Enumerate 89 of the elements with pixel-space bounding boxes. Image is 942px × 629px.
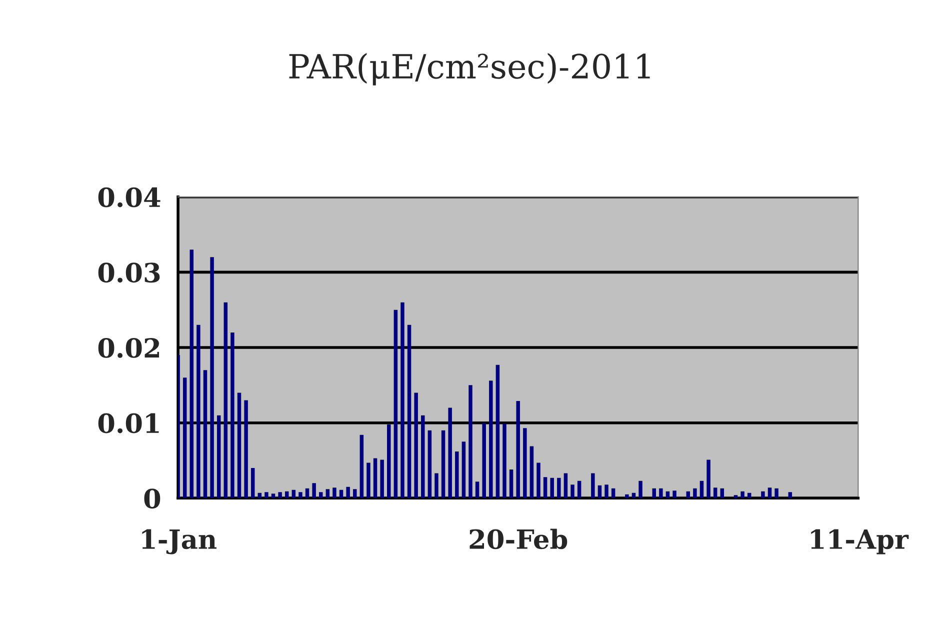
bar [387, 424, 391, 498]
bar [237, 392, 242, 498]
bar [203, 370, 208, 498]
bar [224, 302, 228, 498]
bar [428, 430, 432, 498]
bar [271, 494, 276, 498]
bar [509, 470, 514, 498]
bar [190, 250, 194, 498]
bar [264, 492, 268, 498]
bar [292, 490, 296, 498]
bar [216, 415, 221, 498]
bar [346, 486, 350, 498]
bar [686, 491, 690, 498]
bar [455, 451, 459, 498]
bar [394, 310, 398, 498]
bar [734, 495, 738, 498]
bar [761, 491, 765, 498]
bar [659, 488, 663, 498]
bar [577, 480, 582, 498]
bar [475, 482, 480, 498]
x-tick-label: 11-Apr [811, 529, 909, 554]
bar [353, 489, 357, 498]
bar [740, 491, 744, 498]
chart-title: PAR(μE/cm²sec)-2011 [289, 53, 650, 86]
bar [774, 488, 778, 498]
bar [196, 324, 200, 498]
bar [441, 430, 446, 498]
bar [706, 460, 710, 498]
bar [400, 302, 404, 498]
y-tick-label: 0.04 [98, 187, 160, 208]
bar [360, 434, 364, 498]
bar [339, 490, 344, 498]
bar [570, 484, 574, 498]
bar [244, 400, 248, 498]
bar [543, 477, 548, 498]
x-tick-label: 20-Feb [470, 528, 568, 550]
bar [373, 458, 378, 498]
y-tick-label: 0.01 [98, 413, 159, 434]
bar [502, 424, 506, 498]
bar [523, 428, 527, 498]
bar [312, 483, 316, 498]
bar [482, 422, 486, 498]
bar [672, 490, 676, 498]
bar [318, 492, 323, 498]
bar [448, 408, 452, 498]
bar [182, 378, 187, 498]
y-tick-label: 0.02 [98, 338, 159, 358]
bar [366, 462, 370, 498]
bar [230, 332, 234, 498]
bar [407, 324, 412, 498]
bar [604, 484, 608, 498]
bar [693, 488, 697, 498]
bar [414, 392, 418, 498]
bar [536, 462, 540, 498]
bar [530, 446, 534, 498]
bar [768, 488, 772, 498]
bar [210, 257, 214, 498]
bar [713, 488, 718, 498]
bar [298, 492, 302, 498]
bar [278, 492, 282, 498]
x-tick-label: 1-Jan [142, 529, 216, 554]
y-tick-label: 0 [144, 488, 160, 509]
bar [305, 488, 310, 498]
bar [434, 473, 438, 498]
y-tick-label: 0.03 [98, 262, 160, 283]
bar [516, 401, 520, 498]
bar [638, 480, 642, 498]
bar [591, 473, 595, 498]
bar [332, 488, 336, 498]
bar [380, 460, 384, 498]
bar [550, 478, 554, 498]
bar [652, 488, 656, 498]
bar [598, 485, 602, 498]
bar [421, 415, 425, 498]
bar [611, 488, 616, 498]
bar [625, 494, 629, 498]
bar [326, 489, 330, 498]
bar [720, 488, 724, 498]
bar [557, 478, 561, 498]
bar [250, 468, 255, 498]
bar [788, 492, 792, 498]
bar [700, 480, 704, 498]
bar [666, 491, 670, 498]
bar [284, 491, 289, 498]
bar [468, 385, 472, 498]
bar [489, 380, 493, 498]
bar [564, 473, 568, 498]
bar [462, 442, 466, 498]
bar [496, 364, 500, 498]
